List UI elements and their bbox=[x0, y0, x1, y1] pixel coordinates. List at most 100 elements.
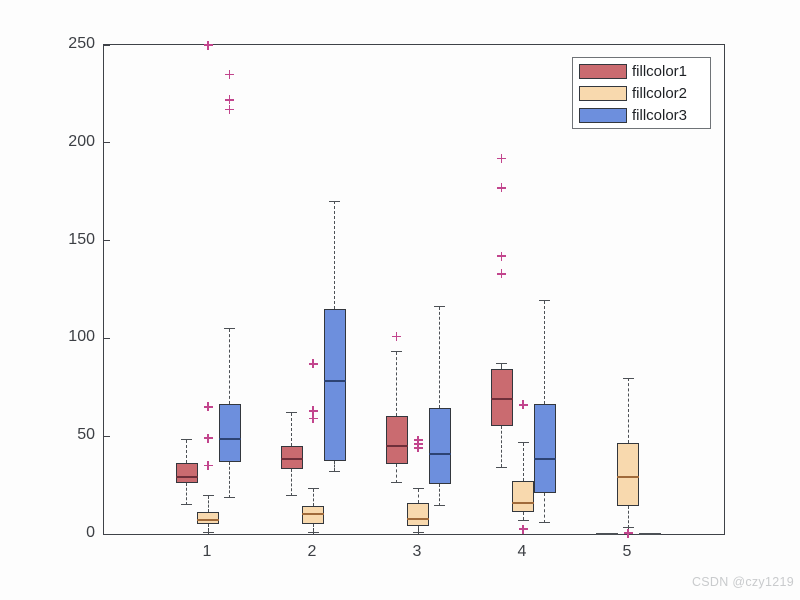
outlier-marker-fillcolor3-group1 bbox=[225, 105, 234, 115]
upper-whisker-fillcolor1-group3 bbox=[396, 352, 397, 416]
upper-whisker-fillcolor1-group1 bbox=[186, 440, 187, 463]
upper-whisker-fillcolor2-group3 bbox=[417, 489, 419, 503]
median-line-fillcolor3-group1 bbox=[218, 438, 241, 441]
upper-whisker-cap-fillcolor3-group3 bbox=[434, 306, 445, 308]
lower-whisker-cap-fillcolor1-group4 bbox=[496, 466, 507, 468]
lower-whisker-cap-fillcolor3-group3 bbox=[434, 504, 445, 506]
lower-whisker-cap-fillcolor1-group1 bbox=[181, 503, 192, 505]
outlier-marker-fillcolor2-group1 bbox=[203, 40, 213, 50]
upper-whisker-cap-fillcolor2-group3 bbox=[412, 488, 424, 490]
lower-whisker-fillcolor3-group1 bbox=[229, 461, 230, 498]
lower-whisker-fillcolor2-group5 bbox=[627, 505, 629, 529]
median-line-fillcolor1-group3 bbox=[385, 444, 408, 447]
outlier-marker-fillcolor1-group4 bbox=[497, 269, 506, 279]
median-line-fillcolor1-group4 bbox=[490, 398, 513, 401]
median-line-fillcolor1-group1 bbox=[175, 476, 198, 479]
upper-whisker-cap-fillcolor2-group4 bbox=[517, 442, 529, 444]
lower-whisker-cap-fillcolor3-group1 bbox=[224, 497, 235, 498]
box-fillcolor2-group1 bbox=[197, 512, 219, 525]
lower-whisker-fillcolor1-group4 bbox=[501, 426, 502, 468]
upper-whisker-fillcolor2-group4 bbox=[522, 443, 524, 482]
outlier-marker-fillcolor2-group2 bbox=[308, 414, 318, 424]
upper-whisker-cap-fillcolor1-group3 bbox=[391, 351, 402, 353]
median-line-fillcolor3-group4 bbox=[533, 457, 556, 460]
lower-whisker-fillcolor1-group3 bbox=[396, 463, 397, 484]
x-axis-tick-label: 5 bbox=[622, 543, 632, 560]
lower-whisker-fillcolor2-group4 bbox=[522, 512, 524, 521]
y-axis-tick bbox=[104, 240, 110, 242]
box-fillcolor1-group1 bbox=[175, 462, 198, 484]
upper-whisker-cap-fillcolor3-group4 bbox=[539, 300, 550, 302]
outlier-marker-fillcolor2-group4 bbox=[518, 524, 528, 534]
outlier-marker-fillcolor2-group4 bbox=[518, 400, 528, 410]
median-line-fillcolor1-group2 bbox=[280, 457, 303, 460]
lower-whisker-cap-fillcolor1-group2 bbox=[286, 495, 297, 497]
legend-swatch-fillcolor1 bbox=[579, 63, 627, 79]
box-fillcolor1-group3 bbox=[385, 415, 408, 464]
outlier-marker-fillcolor1-group4 bbox=[497, 183, 506, 193]
outlier-marker-fillcolor1-group4 bbox=[497, 251, 506, 261]
y-axis-tick-label: 100 bbox=[68, 328, 95, 346]
outlier-marker-fillcolor2-group1 bbox=[203, 402, 213, 412]
outlier-marker-fillcolor2-group1 bbox=[203, 461, 213, 471]
median-line-fillcolor3-group3 bbox=[428, 452, 451, 455]
y-axis-tick bbox=[104, 435, 110, 437]
lower-whisker-fillcolor3-group4 bbox=[544, 492, 545, 524]
collapsed-box-fillcolor1-group5 bbox=[595, 533, 618, 535]
lower-whisker-fillcolor1-group1 bbox=[186, 483, 187, 505]
lower-whisker-fillcolor2-group1 bbox=[207, 524, 209, 534]
y-axis-tick bbox=[104, 533, 110, 535]
upper-whisker-fillcolor3-group1 bbox=[229, 328, 230, 404]
legend-swatch-fillcolor3 bbox=[579, 107, 627, 123]
y-axis-tick-label: 150 bbox=[68, 230, 95, 248]
collapsed-box-fillcolor3-group5 bbox=[638, 533, 661, 535]
lower-whisker-fillcolor2-group3 bbox=[417, 526, 419, 534]
median-line-fillcolor2-group1 bbox=[197, 519, 219, 522]
y-axis-tick bbox=[104, 142, 110, 144]
median-line-fillcolor2-group5 bbox=[617, 476, 639, 479]
outlier-marker-fillcolor2-group5 bbox=[623, 528, 633, 538]
y-axis-tick-label: 250 bbox=[68, 35, 95, 52]
outlier-marker-fillcolor1-group3 bbox=[392, 331, 401, 341]
x-axis-tick-label: 3 bbox=[412, 543, 422, 560]
lower-whisker-fillcolor3-group3 bbox=[439, 484, 440, 506]
upper-whisker-fillcolor3-group2 bbox=[334, 201, 335, 310]
box-fillcolor3-group4 bbox=[533, 403, 556, 493]
upper-whisker-fillcolor2-group1 bbox=[207, 495, 209, 513]
legend-item-fillcolor3: fillcolor3 bbox=[579, 105, 704, 125]
upper-whisker-fillcolor2-group5 bbox=[627, 378, 629, 444]
upper-whisker-cap-fillcolor3-group1 bbox=[224, 327, 235, 329]
legend-label-fillcolor1: fillcolor1 bbox=[632, 62, 688, 80]
box-fillcolor1-group4 bbox=[490, 368, 513, 427]
upper-whisker-fillcolor1-group2 bbox=[291, 412, 292, 446]
median-line-fillcolor2-group4 bbox=[512, 501, 534, 504]
y-axis-tick-label: 200 bbox=[68, 132, 95, 150]
legend-label-fillcolor3: fillcolor3 bbox=[632, 106, 688, 124]
box-fillcolor3-group3 bbox=[428, 407, 451, 485]
y-axis-tick bbox=[104, 337, 110, 339]
upper-whisker-cap-fillcolor1-group4 bbox=[496, 363, 507, 365]
upper-whisker-cap-fillcolor3-group2 bbox=[329, 200, 340, 202]
legend-box: fillcolor1 fillcolor2 fillcolor3 bbox=[572, 57, 711, 129]
upper-whisker-fillcolor2-group2 bbox=[312, 489, 314, 506]
lower-whisker-cap-fillcolor2-group4 bbox=[517, 519, 529, 521]
y-axis-tick bbox=[104, 44, 110, 46]
y-axis-tick-label: 50 bbox=[77, 426, 95, 444]
lower-whisker-cap-fillcolor1-group3 bbox=[391, 482, 402, 484]
upper-whisker-cap-fillcolor1-group1 bbox=[181, 439, 192, 441]
x-axis-tick-label: 1 bbox=[202, 543, 212, 560]
median-line-fillcolor3-group2 bbox=[323, 380, 346, 383]
outlier-marker-fillcolor2-group2 bbox=[308, 359, 318, 369]
legend-item-fillcolor2: fillcolor2 bbox=[579, 83, 704, 103]
y-axis-tick-label: 0 bbox=[86, 524, 95, 541]
lower-whisker-cap-fillcolor2-group1 bbox=[202, 532, 214, 534]
legend-swatch-fillcolor2 bbox=[579, 85, 627, 101]
lower-whisker-fillcolor3-group2 bbox=[334, 460, 335, 472]
x-axis-tick-label: 4 bbox=[517, 543, 527, 560]
upper-whisker-fillcolor3-group3 bbox=[439, 307, 440, 408]
median-line-fillcolor2-group2 bbox=[302, 513, 324, 516]
lower-whisker-fillcolor2-group2 bbox=[312, 524, 314, 534]
lower-whisker-cap-fillcolor3-group4 bbox=[539, 522, 550, 524]
outlier-marker-fillcolor2-group3 bbox=[413, 435, 423, 445]
lower-whisker-cap-fillcolor3-group2 bbox=[329, 470, 340, 472]
